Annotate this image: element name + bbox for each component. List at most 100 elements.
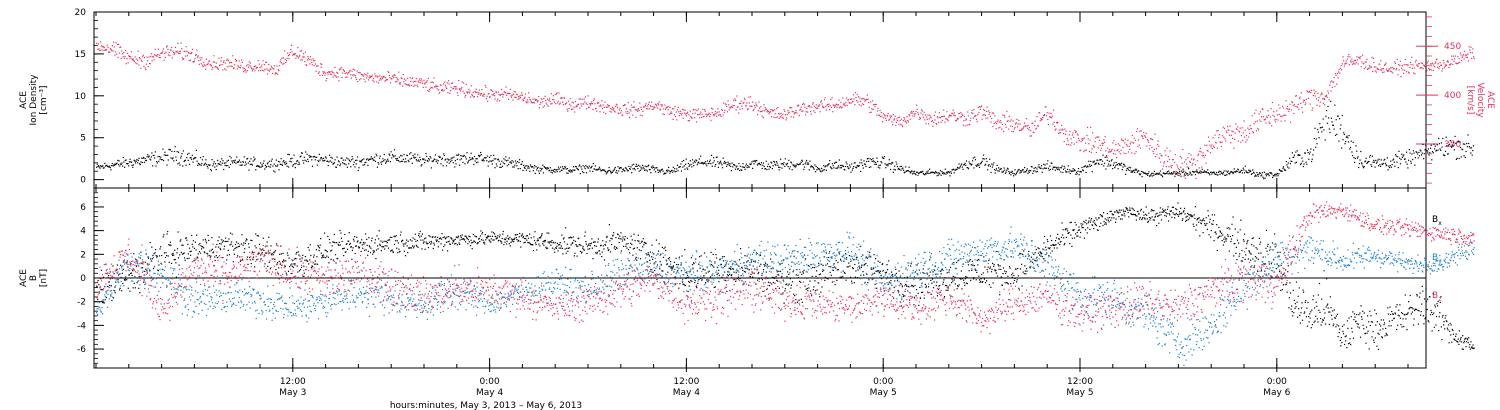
data-point	[434, 86, 436, 88]
data-point	[509, 161, 511, 163]
data-point	[1367, 67, 1369, 70]
data-point	[188, 52, 190, 54]
data-point	[616, 170, 618, 172]
data-point	[211, 159, 213, 161]
data-point	[330, 156, 332, 158]
data-point	[259, 166, 261, 168]
data-point	[734, 168, 737, 170]
data-point	[1213, 171, 1215, 173]
data-point	[235, 60, 237, 62]
data-point	[437, 162, 439, 164]
data-point	[858, 165, 860, 167]
data-point	[871, 108, 873, 110]
data-point	[626, 169, 628, 171]
data-point	[134, 162, 137, 164]
data-point	[183, 252, 185, 254]
data-point	[785, 119, 787, 121]
data-point	[133, 60, 135, 63]
data-point	[1177, 172, 1179, 174]
data-point	[1066, 138, 1068, 140]
data-point	[1287, 166, 1289, 168]
data-point	[941, 116, 943, 118]
data-point	[484, 157, 486, 159]
data-point	[580, 103, 582, 105]
data-point	[683, 165, 685, 167]
data-point	[1408, 159, 1410, 161]
data-point	[112, 297, 115, 299]
data-point	[1186, 163, 1188, 165]
data-point	[121, 50, 123, 52]
data-point	[186, 257, 188, 260]
data-point	[252, 259, 254, 261]
data-point	[1151, 146, 1153, 148]
legend-entry-by: By	[1432, 253, 1442, 265]
data-point	[191, 154, 193, 156]
data-point	[481, 159, 483, 161]
data-point	[1304, 152, 1306, 154]
data-point	[1060, 129, 1062, 131]
data-point	[438, 155, 440, 157]
data-point	[1221, 141, 1223, 143]
data-point	[270, 65, 272, 67]
data-point	[1419, 149, 1421, 151]
data-point	[568, 170, 570, 172]
data-point	[1461, 60, 1463, 62]
data-point	[631, 106, 633, 108]
data-point	[994, 121, 996, 123]
data-point	[711, 111, 713, 114]
data-point	[313, 256, 315, 258]
data-point	[329, 154, 331, 156]
data-point	[570, 105, 572, 107]
data-point	[1283, 168, 1285, 170]
data-point	[814, 111, 816, 113]
data-point	[245, 240, 247, 242]
legend-text: B	[1432, 215, 1438, 225]
data-point	[1471, 52, 1473, 54]
data-point	[403, 78, 405, 80]
data-point	[959, 166, 961, 168]
data-point	[490, 89, 492, 91]
data-point	[191, 234, 193, 237]
data-point	[1341, 114, 1343, 117]
data-point	[1414, 61, 1417, 63]
data-point	[428, 90, 430, 93]
data-point	[152, 56, 154, 58]
data-point	[1242, 167, 1244, 169]
data-point	[279, 263, 281, 265]
data-point	[1061, 128, 1063, 130]
data-point	[865, 99, 867, 101]
data-point	[1256, 120, 1258, 122]
data-point	[147, 257, 150, 259]
data-point	[1117, 168, 1119, 170]
data-point	[1203, 171, 1205, 173]
data-point	[132, 166, 134, 168]
data-point	[930, 117, 932, 119]
data-point	[885, 117, 887, 119]
data-point	[339, 163, 342, 165]
data-point	[108, 166, 110, 168]
data-point	[303, 272, 305, 274]
data-point	[574, 100, 576, 103]
data-point	[182, 59, 184, 61]
data-point	[767, 165, 769, 168]
data-point	[172, 252, 174, 254]
data-point	[1366, 58, 1368, 60]
data-point	[407, 159, 409, 161]
data-point	[298, 254, 300, 256]
data-point	[820, 101, 822, 103]
data-point	[316, 256, 318, 258]
data-point	[613, 169, 615, 171]
data-point	[470, 96, 472, 98]
data-point	[1358, 57, 1360, 59]
data-point	[206, 163, 208, 166]
data-point	[195, 249, 197, 251]
y-tick-label: 10	[75, 92, 87, 102]
data-point	[1395, 155, 1397, 157]
data-point	[568, 170, 571, 172]
data-point	[314, 155, 316, 158]
data-point	[1108, 151, 1110, 153]
data-point	[723, 112, 725, 114]
data-point	[762, 162, 765, 164]
data-point	[420, 82, 422, 84]
data-point	[117, 278, 119, 281]
